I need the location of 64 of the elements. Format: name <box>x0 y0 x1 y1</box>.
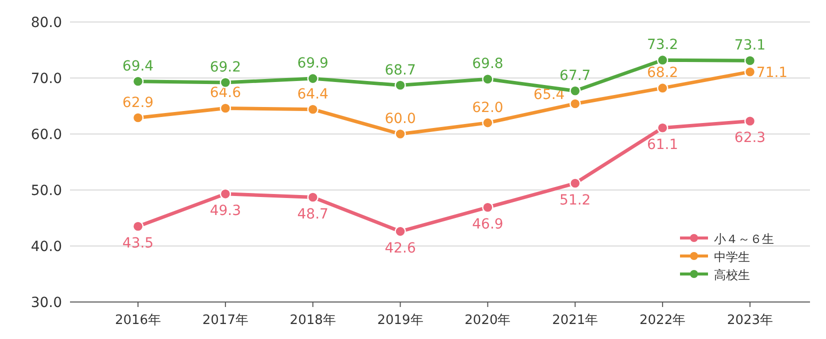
data-label: 69.4 <box>122 58 154 74</box>
point <box>656 122 668 134</box>
data-label: 60.0 <box>384 111 416 127</box>
point <box>394 128 406 140</box>
data-label: 61.1 <box>646 136 678 153</box>
data-label: 42.6 <box>384 240 416 256</box>
legend-label: 高校生 <box>714 268 750 282</box>
point <box>220 188 232 200</box>
data-label: 73.1 <box>734 38 766 54</box>
data-label: 69.2 <box>210 59 242 76</box>
y-tick-label: 30.0 <box>30 295 62 311</box>
point <box>307 72 318 84</box>
y-tick-label: 50.0 <box>30 183 62 199</box>
data-label: 43.5 <box>122 235 154 252</box>
y-tick-label: 40.0 <box>30 239 62 255</box>
data-label: 49.3 <box>210 202 242 219</box>
data-label: 68.2 <box>646 65 678 82</box>
point <box>132 76 144 87</box>
x-tick-label: 2017年 <box>202 313 248 328</box>
data-label: 73.2 <box>646 37 678 54</box>
point <box>132 112 144 124</box>
point <box>570 85 581 96</box>
point <box>744 116 756 127</box>
data-label: 69.8 <box>472 56 504 72</box>
point <box>656 54 668 66</box>
point <box>570 178 581 189</box>
data-label: 48.7 <box>297 206 328 222</box>
legend-label: 中学生 <box>714 250 750 264</box>
data-label: 65.4 <box>534 86 565 103</box>
point <box>307 192 318 203</box>
data-label: 68.7 <box>384 62 416 78</box>
x-tick-label: 2020年 <box>464 313 511 328</box>
point <box>570 98 581 110</box>
data-label: 71.1 <box>756 64 788 81</box>
data-label: 64.4 <box>297 86 329 102</box>
point <box>307 104 318 115</box>
y-tick-label: 70.0 <box>30 71 62 87</box>
point <box>482 117 494 128</box>
point <box>394 226 406 238</box>
point <box>744 66 756 78</box>
x-tick-label: 2016年 <box>114 313 162 328</box>
x-tick-label: 2018年 <box>290 313 336 328</box>
data-label: 51.2 <box>560 192 591 208</box>
point <box>482 74 494 85</box>
data-label: 62.3 <box>734 130 766 146</box>
legend-label: 小４～６生 <box>714 232 774 246</box>
point <box>482 202 494 213</box>
data-label: 46.9 <box>472 216 504 232</box>
data-label: 62.0 <box>472 100 504 116</box>
x-tick-label: 2021年 <box>552 313 598 328</box>
point <box>394 80 406 91</box>
data-label: 67.7 <box>560 68 591 84</box>
data-label: 64.6 <box>210 85 242 102</box>
point <box>220 102 232 114</box>
data-label: 62.9 <box>122 94 154 111</box>
y-tick-label: 60.0 <box>30 127 62 143</box>
x-tick-label: 2023年 <box>726 313 774 328</box>
data-label: 69.9 <box>297 56 328 72</box>
point <box>744 55 756 66</box>
x-tick-label: 2019年 <box>377 313 424 328</box>
y-tick-label: 80.0 <box>30 15 62 31</box>
point <box>656 82 668 94</box>
point <box>132 220 144 232</box>
x-tick-label: 2022年 <box>640 313 686 328</box>
